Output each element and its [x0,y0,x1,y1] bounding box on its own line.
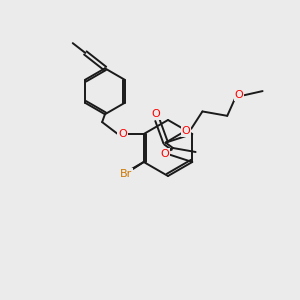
Text: Br: Br [120,169,132,179]
Text: O: O [118,129,127,139]
Text: O: O [160,149,169,159]
Text: O: O [235,90,244,100]
Text: O: O [151,109,160,119]
Text: O: O [182,126,190,136]
